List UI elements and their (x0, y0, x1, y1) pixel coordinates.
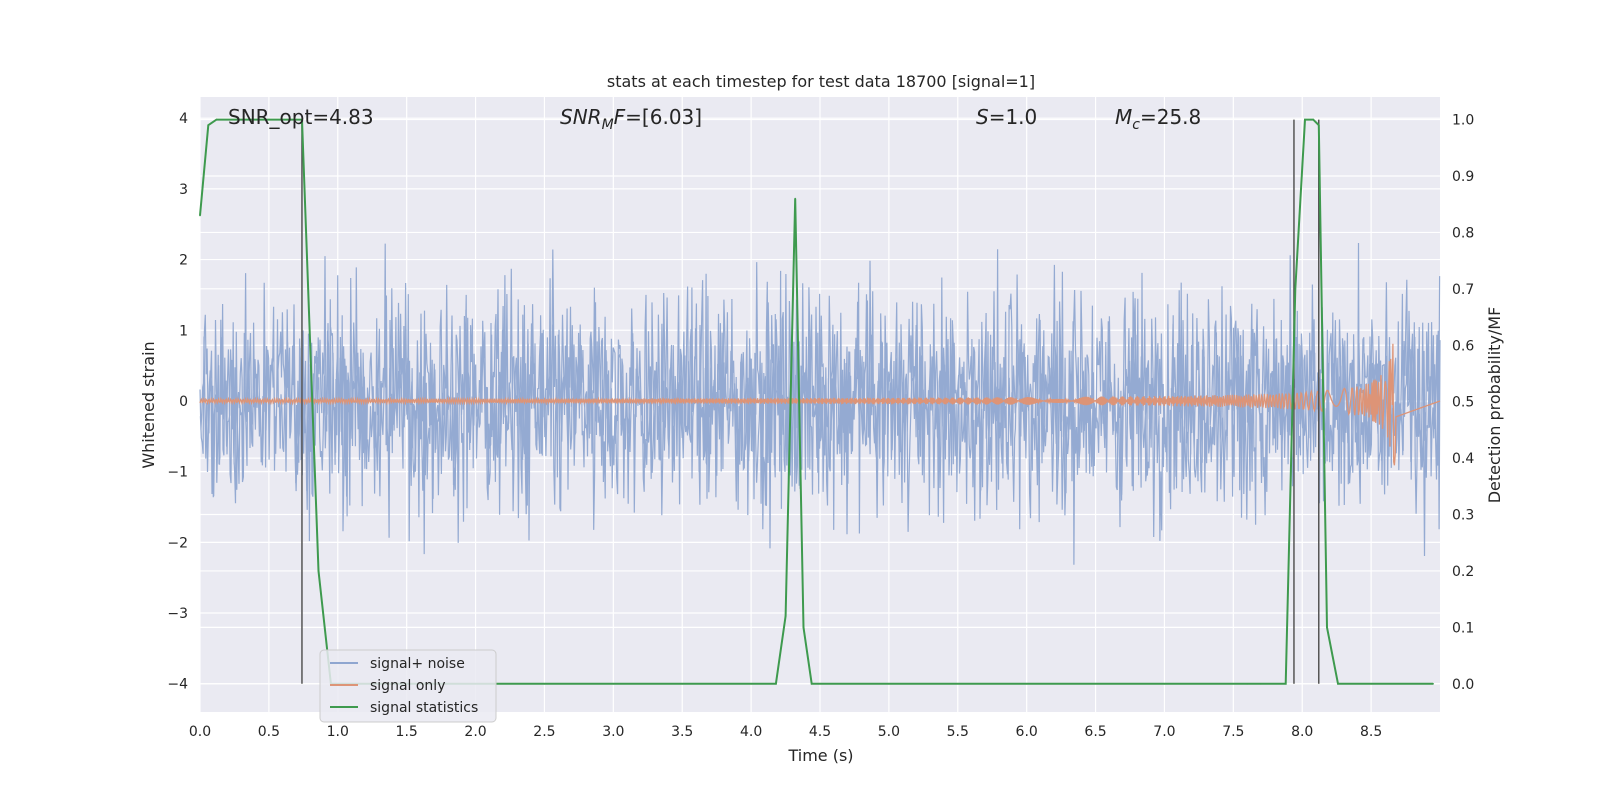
y-axis-left-ticks: −4 −3 −2 −1 0 1 2 3 4 (167, 111, 188, 693)
annotation-s: S=1.0 (976, 105, 1037, 129)
stat-point-23 (1260, 682, 1262, 685)
x-tick-label-9: 4.5 (809, 724, 831, 740)
stat-point-28 (1317, 124, 1320, 127)
x-tick-label-5: 2.5 (533, 724, 555, 740)
legend-label-signal-noise: signal+ noise (370, 656, 465, 672)
annotation-snr-mf-tail: =[6.03] (625, 105, 702, 129)
stat-point-20 (1025, 682, 1028, 685)
y-right-tick-label-9: 0.9 (1452, 169, 1474, 185)
annotation-snr-mf: SNRMF=[6.03] (560, 105, 702, 133)
y-axis-right-label: Detection probability/MF (1485, 307, 1504, 504)
y-left-tick-label-1: −3 (167, 606, 188, 622)
y-right-tick-label-7: 0.7 (1452, 282, 1474, 298)
legend-box (319, 649, 497, 723)
stat-point-24 (1284, 682, 1287, 685)
x-tick-label-8: 4.0 (740, 724, 762, 740)
y-left-tick-label-5: 1 (179, 323, 188, 339)
annotation-snr-mf-sub: M (602, 117, 614, 133)
y-left-tick-label-8: 4 (179, 111, 188, 127)
stat-point-31 (1370, 682, 1372, 685)
y-right-tick-label-10: 1.0 (1452, 113, 1474, 129)
x-tick-label-6: 3.0 (602, 724, 624, 740)
y-left-tick-label-3: −1 (167, 465, 188, 481)
x-tick-label-1: 0.5 (258, 724, 280, 740)
y-left-tick-label-4: 0 (179, 394, 188, 410)
annotation-snr-mf-main: SNR (560, 105, 602, 129)
stat-point-30 (1337, 682, 1339, 685)
stat-point-6 (317, 570, 320, 572)
stat-point-11 (612, 682, 615, 685)
stat-point-1 (207, 124, 210, 127)
stat-point-13 (750, 682, 752, 685)
chart-title: stats at each timestep for test data 187… (607, 72, 1035, 91)
x-tick-label-10: 5.0 (878, 724, 900, 740)
stat-point-22 (1246, 682, 1248, 685)
stat-point-18 (810, 682, 813, 685)
y-right-tick-label-2: 0.2 (1452, 564, 1474, 580)
y-right-tick-label-6: 0.6 (1452, 338, 1474, 354)
x-tick-label-0: 0.0 (189, 724, 211, 740)
x-tick-label-15: 7.5 (1222, 724, 1244, 740)
x-axis-ticks: 0.0 0.5 1.0 1.5 2.0 2.5 3.0 3.5 4.0 4.5 5.0 5.5 6.0 6… (189, 724, 1382, 740)
stat-point-12 (681, 682, 684, 685)
stat-point-29 (1326, 626, 1328, 629)
y-right-tick-label-5: 0.5 (1452, 395, 1474, 411)
x-tick-label-7: 3.5 (671, 724, 693, 740)
x-tick-label-13: 6.5 (1084, 724, 1106, 740)
y-left-tick-label-7: 3 (179, 182, 188, 198)
annotation-mc-value: =25.8 (1140, 105, 1201, 129)
stat-point-15 (784, 615, 787, 617)
stat-point-17 (802, 626, 805, 629)
stat-point-0 (199, 214, 201, 217)
annotation-mc: Mc=25.8 (1115, 105, 1201, 133)
stat-point-16 (794, 197, 796, 200)
y-right-tick-label-1: 0.1 (1452, 620, 1474, 636)
x-tick-label-14: 7.0 (1153, 724, 1175, 740)
stat-point-3 (295, 118, 298, 121)
y-left-tick-label-2: −2 (167, 535, 188, 551)
y-right-tick-label-3: 0.3 (1452, 508, 1474, 524)
stat-point-5 (309, 344, 312, 347)
y-left-tick-label-6: 2 (179, 253, 188, 269)
x-tick-label-17: 8.5 (1360, 724, 1382, 740)
annotation-mc-sub: c (1132, 117, 1140, 133)
y-right-tick-label-4: 0.4 (1452, 451, 1474, 467)
stat-point-25 (1294, 288, 1297, 290)
series-signal-noise (199, 242, 1441, 565)
stat-point-21 (1163, 682, 1166, 685)
annotation-s-italic: S (976, 105, 989, 129)
stat-point-19 (888, 682, 890, 685)
y-axis-right-ticks: 0.0 0.1 0.2 0.3 0.4 0.5 0.6 0.7 0.8 0.9 1.0 (1452, 113, 1474, 693)
legend-label-signal-statistics: signal statistics (370, 700, 478, 716)
x-tick-label-16: 8.0 (1291, 724, 1313, 740)
annotation-snr-mf-tail-italic: F (614, 105, 626, 129)
y-right-tick-label-8: 0.8 (1452, 225, 1474, 241)
y-right-tick-label-0: 0.0 (1452, 677, 1474, 693)
stat-point-14 (775, 682, 777, 685)
annotation-mc-main: M (1115, 105, 1132, 129)
x-axis-label: Time (s) (787, 746, 853, 765)
legend-label-signal-only: signal only (370, 678, 445, 694)
stat-point-4 (301, 118, 303, 121)
x-tick-label-11: 5.5 (947, 724, 969, 740)
annotation-snr-opt: SNR_opt=4.83 (228, 105, 374, 129)
y-left-tick-label-0: −4 (167, 677, 188, 693)
annotation-s-value: =1.0 (989, 105, 1038, 129)
y-axis-left-label: Whitened strain (139, 341, 158, 468)
stat-point-27 (1312, 118, 1315, 121)
x-tick-label-4: 2.0 (464, 724, 486, 740)
stat-point-32 (1432, 682, 1434, 685)
stat-point-26 (1304, 118, 1306, 121)
stat-point-2 (215, 118, 218, 121)
legend: signal+ noise signal only signal statist… (319, 649, 497, 723)
x-tick-label-12: 6.0 (1016, 724, 1038, 740)
plot-area (199, 118, 1441, 685)
x-tick-label-3: 1.5 (396, 724, 418, 740)
x-tick-label-2: 1.0 (327, 724, 349, 740)
stat-point-10 (543, 682, 546, 685)
